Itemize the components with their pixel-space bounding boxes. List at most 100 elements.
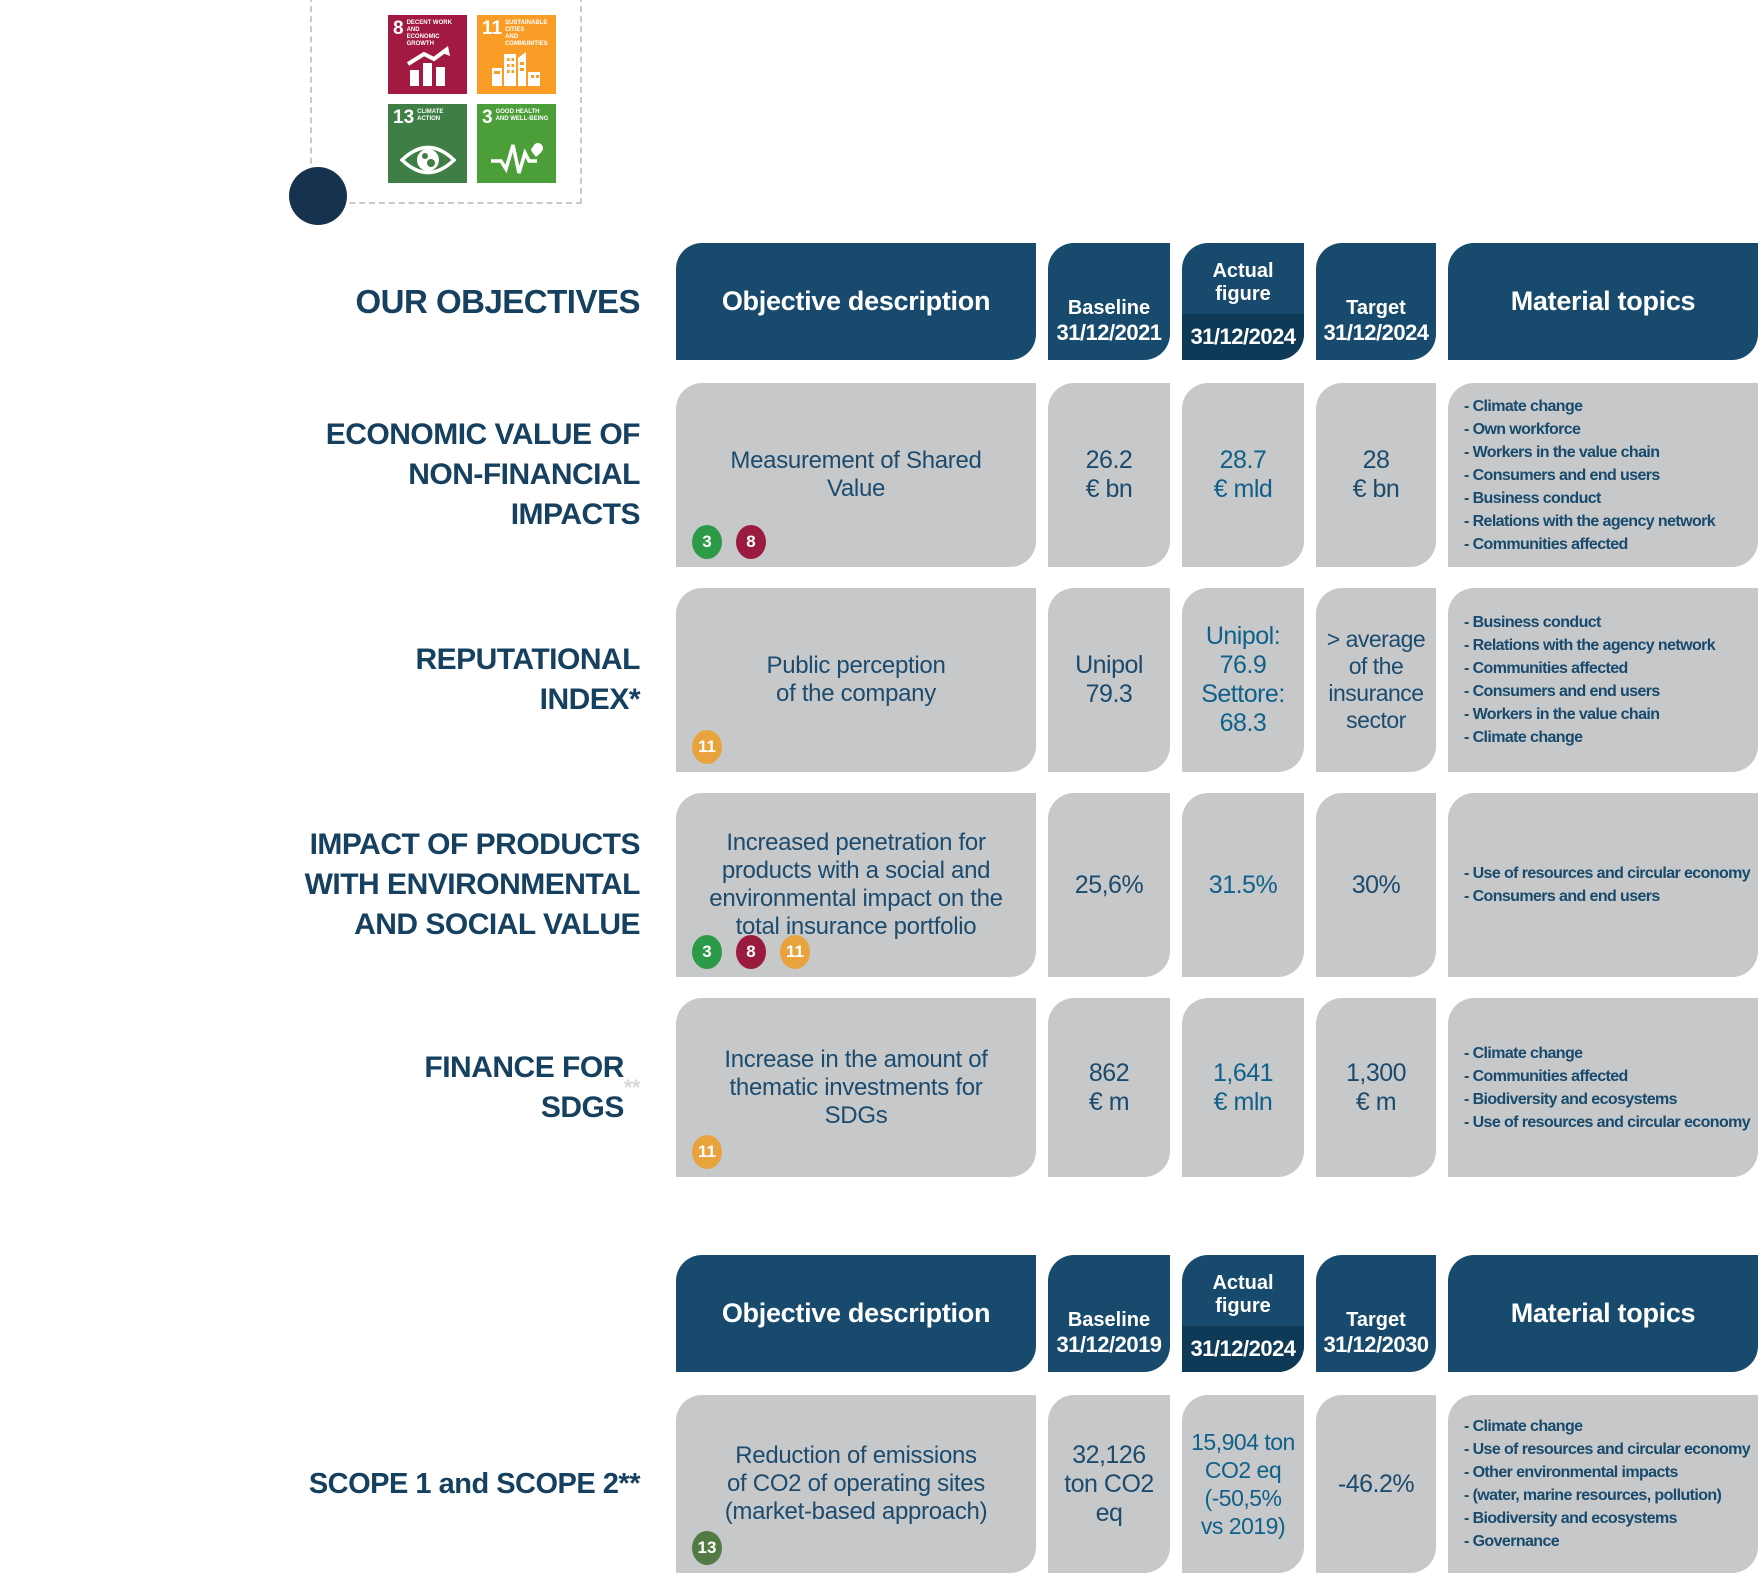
actual-cell: 15,904 ton CO2 eq (-50,5% vs 2019) — [1182, 1395, 1304, 1573]
description-text: Increase in the amount of thematic inves… — [724, 1045, 988, 1129]
sdg-11-tile: 11 SUSTAINABLE CITIES AND COMMUNITIES — [477, 15, 556, 94]
description-cell: Reduction of emissions of CO2 of operati… — [676, 1395, 1036, 1573]
material-topics-list: - Climate change - Own workforce - Worke… — [1464, 397, 1716, 553]
header-objective-description: Objective description — [676, 1255, 1036, 1372]
description-cell: Increase in the amount of thematic inves… — [676, 998, 1036, 1177]
header-objective-description-label: Objective description — [721, 1298, 991, 1328]
sdg-badges: 11 — [692, 1135, 722, 1169]
material-topics-cell: - Use of resources and circular economy … — [1448, 793, 1758, 977]
row-finance-for-sdgs: FINANCE FOR SDGS ** Increase in the amoun… — [0, 998, 1762, 1177]
actual-value: 1,641 € mln — [1212, 1058, 1274, 1116]
material-topics-list: - Use of resources and circular economy … — [1464, 865, 1751, 905]
sdg-11-badge: 11 — [692, 1135, 722, 1169]
row-label-finance-for-sdgs: FINANCE FOR SDGS ** — [240, 998, 640, 1177]
material-topics-list: - Climate change - Use of resources and … — [1464, 1418, 1751, 1550]
heartbeat-icon — [490, 142, 543, 174]
actual-date-band: 31/12/2024 — [1182, 314, 1304, 360]
sdg-8-title: DECENT WORK AND ECONOMIC GROWTH — [406, 20, 452, 47]
sdg-8-badge: 8 — [736, 935, 766, 969]
sdg-dashed-frame — [310, 0, 582, 204]
sdg-11-title: SUSTAINABLE CITIES AND COMMUNITIES — [505, 20, 548, 47]
growth-chart-icon — [406, 46, 450, 86]
row-label-note: ** — [623, 1074, 641, 1100]
row-label-reputational-index: REPUTATIONAL INDEX* — [415, 643, 640, 716]
material-topics-list: - Business conduct - Relations with the … — [1464, 614, 1716, 746]
sdg-11-badge: 11 — [692, 730, 722, 764]
sdg-3-number: 3 — [482, 107, 493, 128]
baseline-cell: Unipol 79.3 — [1048, 588, 1170, 772]
header-actual-figure-date: 31/12/2024 — [1190, 1336, 1296, 1361]
header-target-label: Target — [1346, 297, 1406, 319]
header-material-topics: Material topics — [1448, 1255, 1758, 1372]
description-text: Increased penetration for products with … — [709, 829, 1003, 940]
actual-value: 31.5% — [1208, 870, 1278, 899]
sdg-3-badge: 3 — [692, 525, 722, 559]
description-cell: Public perception of the company 11 — [676, 588, 1036, 772]
row-impact-of-products: IMPACT OF PRODUCTS WITH ENVIRONMENTAL AN… — [0, 793, 1762, 977]
row-label-scope-1-and-2: SCOPE 1 and SCOPE 2** — [308, 1468, 641, 1500]
sdg-13-title: CLIMATE ACTION — [417, 109, 444, 122]
table1-header-row: Objective description Baseline 31/12/202… — [0, 243, 1762, 360]
material-topics-list: - Climate change - Communities affected … — [1464, 1044, 1751, 1131]
actual-value: 15,904 ton CO2 eq (-50,5% vs 2019) — [1191, 1429, 1295, 1539]
sdg-8-number: 8 — [393, 18, 404, 39]
header-material-topics: Material topics — [1448, 243, 1758, 360]
baseline-cell: 26.2 € bn — [1048, 383, 1170, 567]
sdg-3-badge: 3 — [692, 935, 722, 969]
row-economic-value: ECONOMIC VALUE OF NON-FINANCIAL IMPACTS … — [0, 383, 1762, 567]
header-target-date: 31/12/2024 — [1323, 320, 1429, 345]
row-reputational-index: REPUTATIONAL INDEX* Public perception of… — [0, 588, 1762, 772]
material-topics-cell: - Climate change - Communities affected … — [1448, 998, 1758, 1177]
baseline-value: 32,126 ton CO2 eq — [1064, 1440, 1154, 1527]
header-baseline: Baseline 31/12/2019 — [1048, 1255, 1170, 1372]
target-value: 28 € bn — [1352, 446, 1400, 503]
target-value: 1,300 € m — [1345, 1058, 1407, 1116]
description-text: Public perception of the company — [766, 652, 946, 707]
sdg-3-title: GOOD HEALTH AND WELL-BEING — [495, 109, 549, 122]
row-label-text: FINANCE FOR SDGS — [424, 1050, 624, 1124]
row-label-economic-value: ECONOMIC VALUE OF NON-FINANCIAL IMPACTS — [325, 418, 641, 531]
header-objective-description: Objective description — [676, 243, 1036, 360]
sdg-13-badge: 13 — [692, 1531, 722, 1565]
target-cell: 1,300 € m — [1316, 998, 1436, 1177]
description-cell: Increased penetration for products with … — [676, 793, 1036, 977]
sdg-13-tile: 13 CLIMATE ACTION — [388, 104, 467, 183]
page-title: OUR OBJECTIVES — [355, 282, 640, 320]
actual-cell: 31.5% — [1182, 793, 1304, 977]
navy-dot — [289, 167, 347, 225]
header-actual-figure: Actual figure 31/12/2024 — [1182, 1255, 1304, 1372]
header-baseline-label: Baseline — [1067, 1309, 1151, 1331]
header-actual-figure-date: 31/12/2024 — [1190, 324, 1296, 349]
baseline-value: 862 € m — [1088, 1058, 1130, 1116]
target-value: > average of the insurance sector — [1326, 626, 1426, 733]
sdg-badges: 11 — [692, 730, 722, 764]
row-scope-1-and-2: SCOPE 1 and SCOPE 2** Reduction of emiss… — [0, 1395, 1762, 1573]
row-label-impact-of-products: IMPACT OF PRODUCTS WITH ENVIRONMENTAL AN… — [304, 828, 641, 941]
header-target-date: 31/12/2030 — [1323, 1332, 1429, 1357]
sdg-3-tile: 3 GOOD HEALTH AND WELL-BEING — [477, 104, 556, 183]
header-actual-figure-label: Actual figure — [1212, 260, 1274, 305]
eye-globe-icon — [399, 145, 456, 175]
buildings-icon — [491, 52, 540, 86]
header-objective-description-label: Objective description — [721, 286, 991, 316]
sdg-badges: 13 — [692, 1531, 722, 1565]
target-cell: 28 € bn — [1316, 383, 1436, 567]
description-text: Reduction of emissions of CO2 of operati… — [724, 1442, 988, 1525]
actual-cell: Unipol: 76.9 Settore: 68.3 — [1182, 588, 1304, 772]
actual-cell: 28.7 € mld — [1182, 383, 1304, 567]
sdg-8-badge: 8 — [736, 525, 766, 559]
header-baseline-date: 31/12/2021 — [1056, 320, 1162, 345]
description-text: Measurement of Shared Value — [730, 447, 982, 502]
actual-value: 28.7 € mld — [1213, 446, 1273, 503]
material-topics-cell: - Climate change - Own workforce - Worke… — [1448, 383, 1758, 567]
header-target: Target 31/12/2024 — [1316, 243, 1436, 360]
baseline-cell: 25,6% — [1048, 793, 1170, 977]
header-actual-figure-label: Actual figure — [1212, 1272, 1274, 1317]
baseline-value: Unipol 79.3 — [1075, 651, 1143, 708]
material-topics-cell: - Climate change - Use of resources and … — [1448, 1395, 1758, 1573]
header-material-topics-label: Material topics — [1510, 286, 1696, 316]
actual-value: Unipol: 76.9 Settore: 68.3 — [1201, 622, 1285, 737]
header-baseline-date: 31/12/2019 — [1056, 1332, 1162, 1357]
baseline-cell: 32,126 ton CO2 eq — [1048, 1395, 1170, 1573]
sdg-11-number: 11 — [482, 18, 503, 39]
